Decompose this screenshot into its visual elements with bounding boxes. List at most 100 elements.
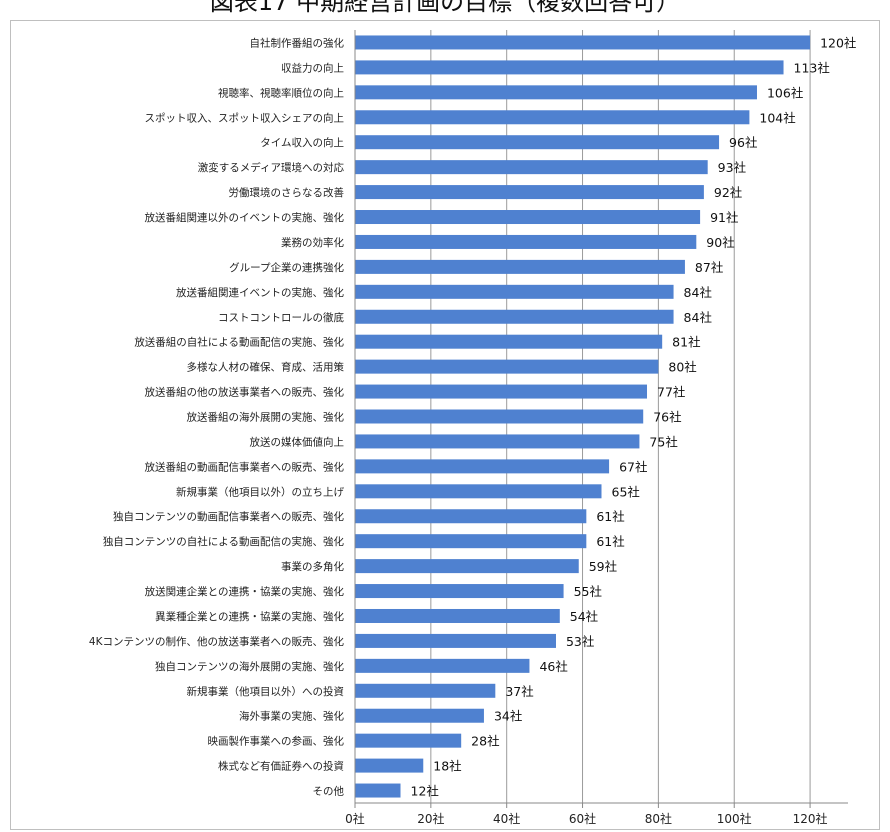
data-label: 106社	[767, 85, 803, 100]
x-tick-label: 0社	[345, 811, 365, 826]
data-label: 113社	[794, 60, 830, 75]
category-label: 放送番組関連以外のイベントの実施、強化	[145, 211, 345, 224]
data-label: 91社	[710, 210, 738, 225]
category-label: 放送関連企業との連携・協業の実施、強化	[145, 585, 345, 598]
x-tick-label: 120社	[793, 811, 828, 826]
bar	[355, 85, 757, 100]
bar	[355, 160, 708, 175]
data-label: 93社	[718, 160, 746, 175]
bar	[355, 409, 644, 424]
category-label: 独自コンテンツの海外展開の実施、強化	[155, 660, 344, 673]
data-label: 81社	[672, 335, 700, 350]
bar	[355, 758, 424, 773]
bar	[355, 334, 663, 349]
bar	[355, 210, 701, 225]
category-label: 激変するメディア環境への対応	[198, 161, 345, 174]
bar	[355, 384, 648, 399]
x-tick-label: 80社	[645, 811, 672, 826]
data-label: 104社	[759, 110, 795, 125]
data-label: 75社	[649, 434, 677, 449]
bar	[355, 135, 720, 150]
bar	[355, 110, 750, 125]
category-label: 独自コンテンツの動画配信事業者への販売、強化	[113, 510, 344, 523]
category-label: 放送番組関連イベントの実施、強化	[176, 286, 344, 299]
data-label: 120社	[820, 35, 856, 50]
category-label: コストコントロールの徹底	[218, 311, 344, 324]
data-label: 90社	[706, 235, 734, 250]
data-label: 84社	[684, 285, 712, 300]
bar	[355, 259, 685, 274]
bar	[355, 185, 704, 200]
category-label: グループ企業の連携強化	[229, 261, 344, 274]
data-label: 84社	[684, 310, 712, 325]
category-label: 放送番組の他の放送事業者への販売、強化	[145, 386, 345, 399]
data-label: 37社	[505, 684, 533, 699]
bar	[355, 60, 784, 75]
category-label: 視聴率、視聴率順位の向上	[218, 86, 344, 99]
bar	[355, 783, 401, 798]
category-label: 多様な人材の確保、育成、活用策	[187, 361, 345, 374]
data-label: 54社	[570, 609, 598, 624]
data-label: 59社	[589, 559, 617, 574]
category-label: その他	[313, 785, 345, 798]
category-label: 株式など有価証券への投資	[218, 760, 344, 773]
category-label: 異業種企業との連携・協業の実施、強化	[155, 610, 344, 623]
data-label: 87社	[695, 260, 723, 275]
category-label: 放送番組の海外展開の実施、強化	[187, 411, 345, 424]
category-label: タイム収入の向上	[260, 136, 344, 149]
data-label: 46社	[539, 659, 567, 674]
bar	[355, 633, 556, 648]
data-label: 61社	[596, 509, 624, 524]
data-label: 55社	[574, 584, 602, 599]
category-label: 放送番組の自社による動画配信の実施、強化	[134, 336, 344, 349]
x-tick-label: 60社	[569, 811, 596, 826]
category-label: 自社制作番組の強化	[250, 36, 345, 49]
category-label: 独自コンテンツの自社による動画配信の実施、強化	[103, 535, 345, 548]
x-tick-label: 20社	[417, 811, 444, 826]
bar	[355, 309, 674, 324]
x-tick-label: 40社	[493, 811, 520, 826]
bar	[355, 284, 674, 299]
data-label: 92社	[714, 185, 742, 200]
bar	[355, 459, 610, 474]
bar	[355, 708, 484, 723]
data-label: 28社	[471, 734, 499, 749]
bar	[355, 658, 530, 673]
category-label: 事業の多角化	[281, 560, 344, 573]
data-label: 12社	[411, 784, 439, 799]
category-label: 海外事業の実施、強化	[239, 710, 344, 723]
bar	[355, 534, 587, 549]
chart-frame	[10, 20, 880, 830]
data-label: 96社	[729, 135, 757, 150]
data-label: 77社	[657, 385, 685, 400]
x-tick-label: 100社	[717, 811, 752, 826]
category-label: 労働環境のさらなる改善	[229, 186, 345, 199]
bar	[355, 35, 811, 50]
chart-title: 図表17 中期経営計画の目標（複数回答可）	[209, 0, 681, 16]
data-label: 65社	[612, 484, 640, 499]
bar	[355, 733, 462, 748]
bar	[355, 683, 496, 698]
data-label: 18社	[433, 759, 461, 774]
bar	[355, 484, 602, 499]
category-label: 放送の媒体価値向上	[250, 435, 345, 448]
bar	[355, 234, 697, 249]
bar	[355, 509, 587, 524]
category-label: 収益力の向上	[281, 61, 344, 74]
data-label: 67社	[619, 459, 647, 474]
category-label: スポット収入、スポット収入シェアの向上	[145, 111, 345, 124]
category-label: 映画製作事業への参画、強化	[208, 735, 345, 748]
category-label: 新規事業（他項目以外）への投資	[187, 685, 345, 698]
bar	[355, 359, 659, 374]
data-label: 80社	[668, 360, 696, 375]
category-label: 放送番組の動画配信事業者への販売、強化	[145, 460, 345, 473]
category-label: 業務の効率化	[281, 236, 344, 249]
data-label: 61社	[596, 534, 624, 549]
bar	[355, 584, 564, 599]
category-label: 新規事業（他項目以外）の立ち上げ	[176, 485, 344, 498]
data-label: 76社	[653, 410, 681, 425]
bar	[355, 608, 560, 623]
bar	[355, 559, 579, 574]
category-label: 4Kコンテンツの制作、他の放送事業者への販売、強化	[89, 635, 345, 648]
